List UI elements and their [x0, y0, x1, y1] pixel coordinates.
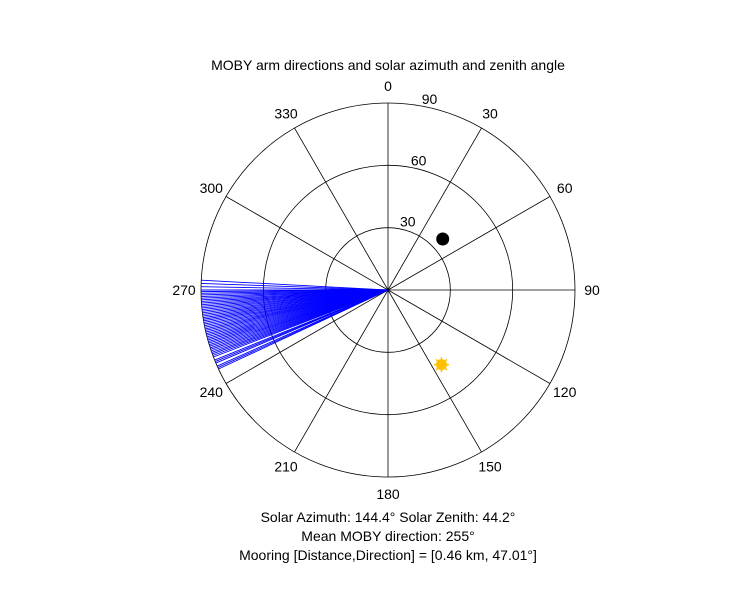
tick-labels-layer: 0 30 60 90 120 150 180 210 240 270 300 330 30 60 90 — [172, 78, 600, 502]
arm-direction-ray — [204, 289, 389, 325]
spoke-30 — [387, 127, 482, 291]
spoke-120 — [387, 289, 551, 384]
plot-title: MOBY arm directions and solar azimuth an… — [211, 57, 565, 73]
radial-tick-label-90: 90 — [422, 91, 438, 107]
arm-direction-ray — [212, 289, 389, 356]
theta-tick-label-120: 120 — [553, 384, 577, 400]
spoke-150 — [387, 289, 482, 453]
theta-tick-label-330: 330 — [274, 105, 298, 121]
arm-direction-ray — [205, 289, 389, 331]
spoke-210 — [294, 289, 389, 453]
spoke-330 — [294, 127, 389, 291]
radial-tick-label-30: 30 — [400, 214, 416, 230]
arm-direction-ray — [211, 289, 389, 353]
spoke-60 — [387, 196, 551, 291]
arm-direction-ray — [201, 289, 389, 293]
spoke-240 — [225, 289, 389, 384]
theta-tick-label-90: 90 — [584, 282, 600, 298]
arm-direction-ray — [206, 289, 389, 338]
arm-direction-ray — [204, 289, 389, 328]
arm-direction-ray — [201, 289, 389, 306]
mean-direction-caption: Mean MOBY direction: 255° — [301, 528, 475, 544]
markers-layer — [433, 232, 450, 373]
theta-tick-label-210: 210 — [274, 459, 298, 475]
theta-tick-label-300: 300 — [200, 180, 224, 196]
arm-direction-ray — [203, 289, 389, 322]
arm-direction-ray — [210, 289, 389, 350]
theta-tick-label-30: 30 — [482, 105, 498, 121]
arm-direction-ray — [202, 289, 389, 319]
theta-tick-label-60: 60 — [557, 180, 573, 196]
arm-direction-ray — [201, 289, 389, 299]
arm-direction-ray — [202, 289, 389, 315]
theta-tick-label-180: 180 — [376, 486, 400, 502]
arm-direction-ray — [201, 289, 389, 309]
arm-direction-ray — [206, 289, 389, 335]
arm-direction-ray — [201, 286, 389, 291]
theta-tick-label-270: 270 — [172, 282, 196, 298]
arm-direction-ray — [209, 289, 389, 347]
arm-direction-ray — [217, 289, 389, 368]
arm-direction-ray — [207, 289, 389, 341]
arm-direction-ray — [201, 289, 389, 302]
solar-angles-caption: Solar Azimuth: 144.4° Solar Zenith: 44.2… — [260, 509, 516, 525]
mooring-marker — [436, 232, 450, 246]
spoke-300 — [225, 196, 389, 291]
arm-direction-ray — [202, 289, 389, 312]
theta-tick-label-240: 240 — [200, 384, 224, 400]
arm-direction-ray — [201, 283, 389, 291]
arm-direction-ray — [208, 289, 389, 344]
arm-directions-layer — [201, 279, 389, 370]
arm-direction-ray — [201, 289, 389, 296]
sun-marker — [433, 357, 449, 373]
mooring-caption: Mooring [Distance,Direction] = [0.46 km,… — [239, 547, 537, 563]
arm-direction-ray — [215, 289, 389, 362]
radial-tick-label-60: 60 — [411, 152, 427, 168]
theta-tick-label-150: 150 — [478, 459, 502, 475]
theta-tick-label-0: 0 — [384, 78, 392, 94]
sun-disk — [435, 359, 447, 371]
arm-direction-ray — [201, 279, 389, 291]
